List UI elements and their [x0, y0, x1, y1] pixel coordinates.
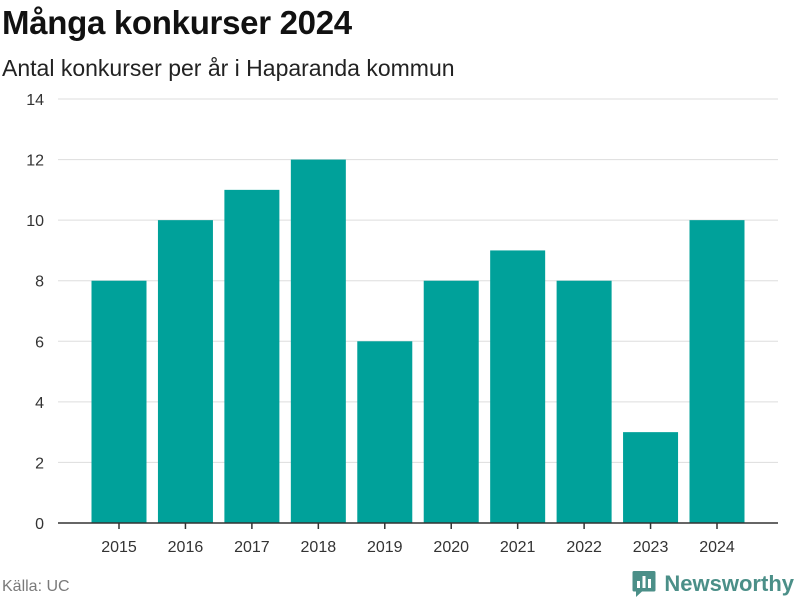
x-tick-label: 2023	[633, 539, 669, 556]
x-tick-label: 2016	[168, 539, 204, 556]
chart-title: Många konkurser 2024	[2, 4, 352, 41]
bar-2018	[290, 159, 346, 524]
y-tick-label: 12	[26, 153, 44, 170]
y-tick-label: 4	[35, 395, 44, 412]
bars	[91, 159, 745, 524]
x-tick-label: 2017	[234, 539, 270, 556]
y-tick-label: 6	[35, 334, 44, 351]
y-tick-label: 14	[26, 92, 44, 109]
x-tick-label: 2020	[433, 539, 469, 556]
bar-2021	[490, 250, 546, 523]
bar-2016	[157, 220, 213, 523]
x-tick-label: 2018	[301, 539, 337, 556]
bar-2023	[623, 432, 679, 523]
x-axis-ticks: 2015 2016 2017 2018 2019 2020 2021 2022 2023 2024	[101, 523, 735, 556]
bar-2017	[224, 189, 280, 523]
bar-2024	[689, 220, 745, 523]
x-tick-label: 2024	[699, 539, 735, 556]
y-tick-label: 2	[35, 455, 44, 472]
y-tick-label: 8	[35, 274, 44, 291]
bar-2019	[357, 341, 413, 523]
chart-subtitle: Antal konkurser per år i Haparanda kommu…	[2, 55, 455, 81]
y-tick-label: 0	[35, 516, 44, 533]
x-tick-label: 2021	[500, 539, 536, 556]
x-tick-label: 2015	[101, 539, 137, 556]
brand-logo: Newsworthy	[632, 569, 794, 599]
x-tick-label: 2022	[566, 539, 602, 556]
bar-2022	[556, 280, 612, 523]
bar-chart-icon	[632, 571, 656, 597]
bar-2015	[91, 280, 147, 523]
source-note: Källa: UC	[2, 578, 70, 595]
y-tick-label: 10	[26, 213, 44, 230]
x-tick-label: 2019	[367, 539, 403, 556]
y-axis-ticks: 0 2 4 6 8 10 12 14	[26, 92, 44, 533]
brand-name: Newsworthy	[664, 571, 794, 596]
bar-2020	[423, 280, 479, 523]
